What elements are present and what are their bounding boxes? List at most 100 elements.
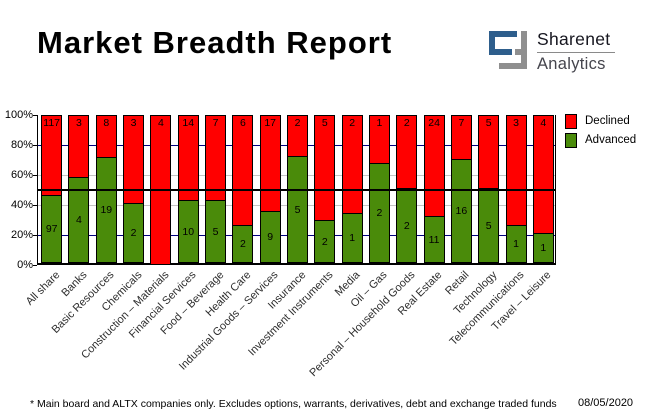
- stacked-bar: 8 19: [95, 115, 117, 263]
- advanced-segment: 2: [396, 188, 418, 263]
- declined-value: 117: [43, 117, 61, 129]
- advanced-swatch: [565, 132, 577, 148]
- advanced-value: 2: [130, 227, 137, 239]
- declined-value: 2: [294, 117, 301, 129]
- advanced-value: 9: [267, 231, 274, 243]
- advanced-segment: 9: [259, 211, 281, 263]
- declined-segment: 8: [95, 115, 117, 159]
- declined-value: 3: [513, 117, 519, 129]
- declined-segment: 6: [232, 115, 254, 227]
- declined-segment: 3: [123, 115, 145, 205]
- declined-value: 24: [428, 117, 440, 129]
- declined-segment: 17: [259, 115, 281, 213]
- plot-area: 117 97 3 4 8 19 3 2 4 14 10 7 5 6 2 17 9 2 5 5 2 2 1 1 2 2 2 24 11 7 1…: [37, 115, 556, 265]
- advanced-segment: 1: [505, 225, 527, 263]
- sharenet-logo: Sharenet Analytics: [486, 28, 616, 74]
- stacked-bar: 117 97: [41, 115, 63, 263]
- declined-segment: 5: [314, 115, 336, 222]
- advanced-segment: 10: [177, 200, 199, 263]
- advanced-value: 1: [513, 238, 519, 250]
- stacked-bar: 7 16: [450, 115, 472, 263]
- stacked-bar: 17 9: [259, 115, 281, 263]
- declined-segment: 5: [478, 115, 500, 190]
- declined-value: 4: [157, 117, 164, 129]
- chart-legend: Declined Advanced: [565, 112, 636, 150]
- advanced-value: 5: [212, 225, 219, 238]
- declined-value: 6: [239, 117, 246, 129]
- declined-value: 14: [182, 117, 195, 129]
- declined-value: 17: [264, 117, 277, 129]
- declined-value: 2: [403, 117, 410, 129]
- advanced-value: 11: [428, 233, 440, 246]
- sharenet-logo-text: Sharenet Analytics: [537, 29, 615, 74]
- declined-value: 4: [540, 117, 547, 129]
- logo-subtitle: Analytics: [537, 55, 606, 73]
- declined-value: 8: [103, 117, 110, 129]
- logo-divider: [537, 52, 615, 53]
- declined-swatch: [565, 113, 577, 129]
- advanced-segment: 97: [41, 195, 63, 263]
- advanced-segment: 2: [314, 220, 336, 263]
- declined-segment: 3: [68, 115, 90, 179]
- y-tick-label: 60%: [10, 169, 33, 181]
- advanced-label: Advanced: [585, 134, 637, 146]
- declined-segment: 1: [368, 115, 390, 165]
- advanced-segment: 4: [68, 177, 90, 263]
- declined-value: 7: [458, 117, 465, 129]
- declined-value: 3: [130, 117, 137, 129]
- declined-label: Declined: [585, 115, 630, 127]
- declined-value: 7: [212, 117, 219, 129]
- y-tick-label: 100%: [4, 109, 33, 121]
- y-tick-mark: [33, 205, 37, 206]
- fifty-percent-line: [38, 189, 555, 191]
- declined-segment: 7: [205, 115, 227, 202]
- declined-segment: 117: [41, 115, 63, 197]
- advanced-value: 2: [321, 235, 328, 248]
- y-tick-mark: [33, 265, 37, 266]
- y-tick-label: 0%: [17, 259, 33, 271]
- advanced-segment: 16: [450, 159, 472, 263]
- advanced-value: 19: [100, 204, 113, 216]
- declined-segment: 3: [505, 115, 527, 227]
- declined-segment: 24: [423, 115, 445, 218]
- y-tick-mark: [33, 145, 37, 146]
- declined-segment: 4: [532, 115, 554, 235]
- declined-segment: 7: [450, 115, 472, 161]
- y-tick-mark: [33, 235, 37, 236]
- stacked-bar: 14 10: [177, 115, 199, 263]
- legend-item-declined: Declined: [565, 112, 636, 130]
- advanced-value: 4: [76, 214, 82, 226]
- advanced-value: 97: [45, 223, 58, 235]
- advanced-value: 1: [349, 232, 356, 244]
- logo-name: Sharenet: [537, 29, 611, 49]
- declined-segment: 14: [177, 115, 199, 202]
- page-title: Market Breadth Report: [37, 25, 393, 60]
- advanced-segment: 11: [423, 216, 445, 263]
- advanced-segment: 5: [478, 188, 500, 263]
- advanced-segment: 5: [205, 200, 227, 263]
- sharenet-logo-icon: [489, 31, 527, 69]
- advanced-value: 5: [294, 203, 301, 216]
- legend-item-advanced: Advanced: [565, 131, 636, 149]
- declined-value: 5: [485, 117, 492, 129]
- y-tick-mark: [33, 115, 37, 116]
- declined-value: 3: [76, 117, 82, 129]
- advanced-segment: 2: [368, 163, 390, 263]
- advanced-value: 2: [239, 238, 246, 250]
- y-tick-label: 20%: [10, 229, 33, 241]
- advanced-segment: 1: [532, 233, 554, 263]
- advanced-segment: 19: [95, 157, 117, 263]
- advanced-value: 2: [376, 207, 383, 219]
- declined-segment: 2: [396, 115, 418, 190]
- advanced-segment: 5: [287, 156, 308, 263]
